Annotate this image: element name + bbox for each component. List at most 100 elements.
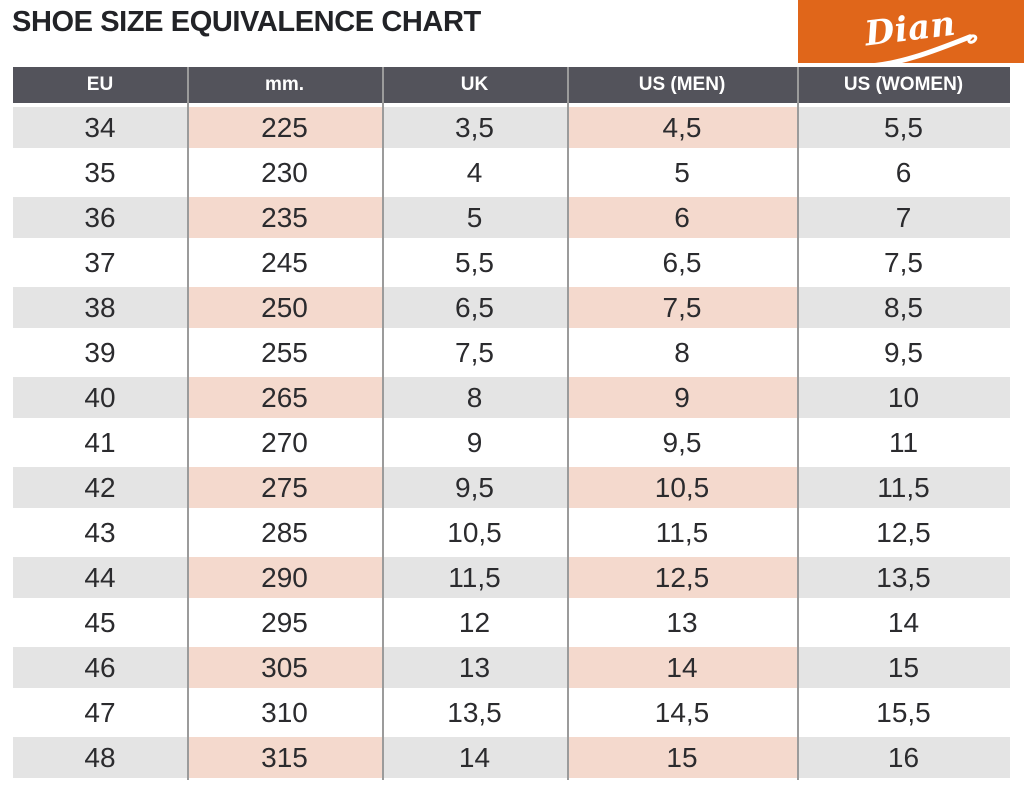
page-title: SHOE SIZE EQUIVALENCE CHART <box>12 6 481 38</box>
table-cell: 46 <box>13 645 187 690</box>
table-cell: 16 <box>797 735 1010 780</box>
table-cell: 43 <box>13 510 187 555</box>
column-divider <box>187 67 189 780</box>
table-cell: 310 <box>187 690 382 735</box>
table-cell: 4 <box>382 150 567 195</box>
table-cell: 14 <box>382 735 567 780</box>
table-cell: 6,5 <box>567 240 797 285</box>
table-cell: 270 <box>187 420 382 465</box>
table-row: 39 255 7,5 8 9,5 <box>13 330 1010 375</box>
table-row: 47 310 13,5 14,5 15,5 <box>13 690 1010 735</box>
table-cell: 250 <box>187 285 382 330</box>
table-cell: 7,5 <box>382 330 567 375</box>
table-cell: 5 <box>382 195 567 240</box>
header-row: EU mm. UK US (MEN) US (WOMEN) <box>13 67 1010 105</box>
table-row: 38 250 6,5 7,5 8,5 <box>13 285 1010 330</box>
table-cell: 9,5 <box>797 330 1010 375</box>
logo-swash-icon <box>860 33 978 69</box>
size-equivalence-table: EU mm. UK US (MEN) US (WOMEN) 34 225 3,5 4,… <box>13 67 1010 780</box>
table-cell: 8 <box>382 375 567 420</box>
column-header-us-men: US (MEN) <box>567 67 797 105</box>
table-cell: 10,5 <box>382 510 567 555</box>
table-cell: 11,5 <box>567 510 797 555</box>
table-cell: 34 <box>13 105 187 150</box>
table-cell: 285 <box>187 510 382 555</box>
table-row: 48 315 14 15 16 <box>13 735 1010 780</box>
table-cell: 48 <box>13 735 187 780</box>
table-cell: 42 <box>13 465 187 510</box>
table-cell: 315 <box>187 735 382 780</box>
table-row: 42 275 9,5 10,5 11,5 <box>13 465 1010 510</box>
table-row: 34 225 3,5 4,5 5,5 <box>13 105 1010 150</box>
table-cell: 10,5 <box>567 465 797 510</box>
table-cell: 10 <box>797 375 1010 420</box>
table-cell: 225 <box>187 105 382 150</box>
table-cell: 9,5 <box>382 465 567 510</box>
table-cell: 40 <box>13 375 187 420</box>
column-divider <box>797 67 799 780</box>
table-cell: 9 <box>567 375 797 420</box>
table-cell: 15 <box>567 735 797 780</box>
table-cell: 13,5 <box>382 690 567 735</box>
table-cell: 9 <box>382 420 567 465</box>
table-cell: 5,5 <box>797 105 1010 150</box>
table-cell: 245 <box>187 240 382 285</box>
table-cell: 15,5 <box>797 690 1010 735</box>
table-cell: 9,5 <box>567 420 797 465</box>
table-cell: 36 <box>13 195 187 240</box>
table-cell: 12,5 <box>797 510 1010 555</box>
table-row: 44 290 11,5 12,5 13,5 <box>13 555 1010 600</box>
table-cell: 265 <box>187 375 382 420</box>
table-cell: 11 <box>797 420 1010 465</box>
table-row: 40 265 8 9 10 <box>13 375 1010 420</box>
table-cell: 45 <box>13 600 187 645</box>
table-row: 43 285 10,5 11,5 12,5 <box>13 510 1010 555</box>
column-header-uk: UK <box>382 67 567 105</box>
table-cell: 7 <box>797 195 1010 240</box>
table-cell: 7,5 <box>797 240 1010 285</box>
table-cell: 39 <box>13 330 187 375</box>
table-cell: 12 <box>382 600 567 645</box>
table-cell: 14,5 <box>567 690 797 735</box>
table-cell: 8 <box>567 330 797 375</box>
table-cell: 6 <box>797 150 1010 195</box>
table-cell: 13,5 <box>797 555 1010 600</box>
table-cell: 11,5 <box>797 465 1010 510</box>
table-cell: 255 <box>187 330 382 375</box>
table-cell: 14 <box>567 645 797 690</box>
table-cell: 15 <box>797 645 1010 690</box>
table-body: 34 225 3,5 4,5 5,5 35 230 4 5 6 36 235 5 6 7 37 245 5,5 6,… <box>13 105 1010 780</box>
table-cell: 13 <box>567 600 797 645</box>
table-cell: 41 <box>13 420 187 465</box>
table-row: 41 270 9 9,5 11 <box>13 420 1010 465</box>
table-cell: 290 <box>187 555 382 600</box>
column-divider <box>567 67 569 780</box>
table-cell: 305 <box>187 645 382 690</box>
table-cell: 38 <box>13 285 187 330</box>
table-cell: 5 <box>567 150 797 195</box>
table-cell: 13 <box>382 645 567 690</box>
table-cell: 230 <box>187 150 382 195</box>
table-cell: 6,5 <box>382 285 567 330</box>
column-header-us-women: US (WOMEN) <box>797 67 1010 105</box>
table-cell: 47 <box>13 690 187 735</box>
table-cell: 295 <box>187 600 382 645</box>
brand-logo: Dian <box>798 0 1024 69</box>
table-cell: 14 <box>797 600 1010 645</box>
table-cell: 4,5 <box>567 105 797 150</box>
table-row: 46 305 13 14 15 <box>13 645 1010 690</box>
table-cell: 275 <box>187 465 382 510</box>
table-row: 35 230 4 5 6 <box>13 150 1010 195</box>
table-row: 36 235 5 6 7 <box>13 195 1010 240</box>
table-cell: 11,5 <box>382 555 567 600</box>
table-cell: 35 <box>13 150 187 195</box>
table-cell: 44 <box>13 555 187 600</box>
table-cell: 6 <box>567 195 797 240</box>
brand-logo-inner: Dian <box>860 3 978 69</box>
table-row: 37 245 5,5 6,5 7,5 <box>13 240 1010 285</box>
table-cell: 235 <box>187 195 382 240</box>
table-row: 45 295 12 13 14 <box>13 600 1010 645</box>
table-cell: 12,5 <box>567 555 797 600</box>
table-cell: 3,5 <box>382 105 567 150</box>
